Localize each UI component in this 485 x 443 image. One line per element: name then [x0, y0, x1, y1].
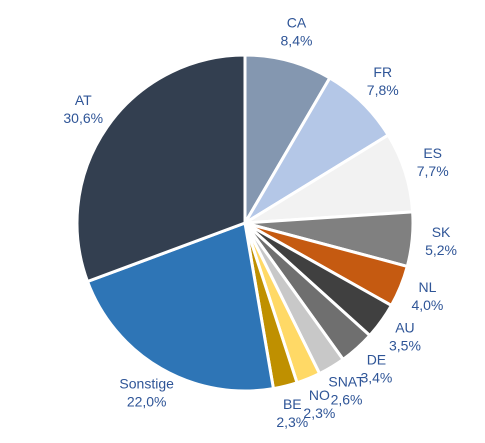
slice-value-label: 3,4%: [360, 369, 392, 385]
slice-label: BE: [283, 396, 302, 412]
slice-value-label: 2,3%: [276, 414, 308, 430]
slice-label: DE: [367, 351, 386, 367]
slice-label: SNAT: [328, 374, 365, 390]
slice-value-label: 7,7%: [417, 163, 449, 179]
slice-value-label: 5,2%: [425, 242, 457, 258]
slice-value-label: 7,8%: [367, 82, 399, 98]
slice-value-label: 2,3%: [303, 405, 335, 421]
slice-value-label: 4,0%: [411, 297, 443, 313]
slice-value-label: 8,4%: [281, 33, 313, 49]
slice-label: ES: [423, 145, 442, 161]
slice-label: NL: [418, 279, 436, 295]
slice-value-label: 3,5%: [389, 338, 421, 354]
pie-slice: [75, 53, 247, 284]
slice-value-label: 30,6%: [63, 110, 103, 126]
slice-value-label: 22,0%: [127, 393, 167, 409]
slice-label: NO: [309, 387, 330, 403]
slice-label: Sonstige: [119, 375, 174, 391]
slice-label: AU: [395, 320, 414, 336]
slice-label: SK: [432, 224, 451, 240]
slice-value-label: 2,6%: [331, 392, 363, 408]
pie-slice: [243, 53, 332, 225]
slice-label: AT: [75, 92, 92, 108]
slice-label: CA: [287, 15, 307, 31]
slice-label: FR: [373, 64, 392, 80]
